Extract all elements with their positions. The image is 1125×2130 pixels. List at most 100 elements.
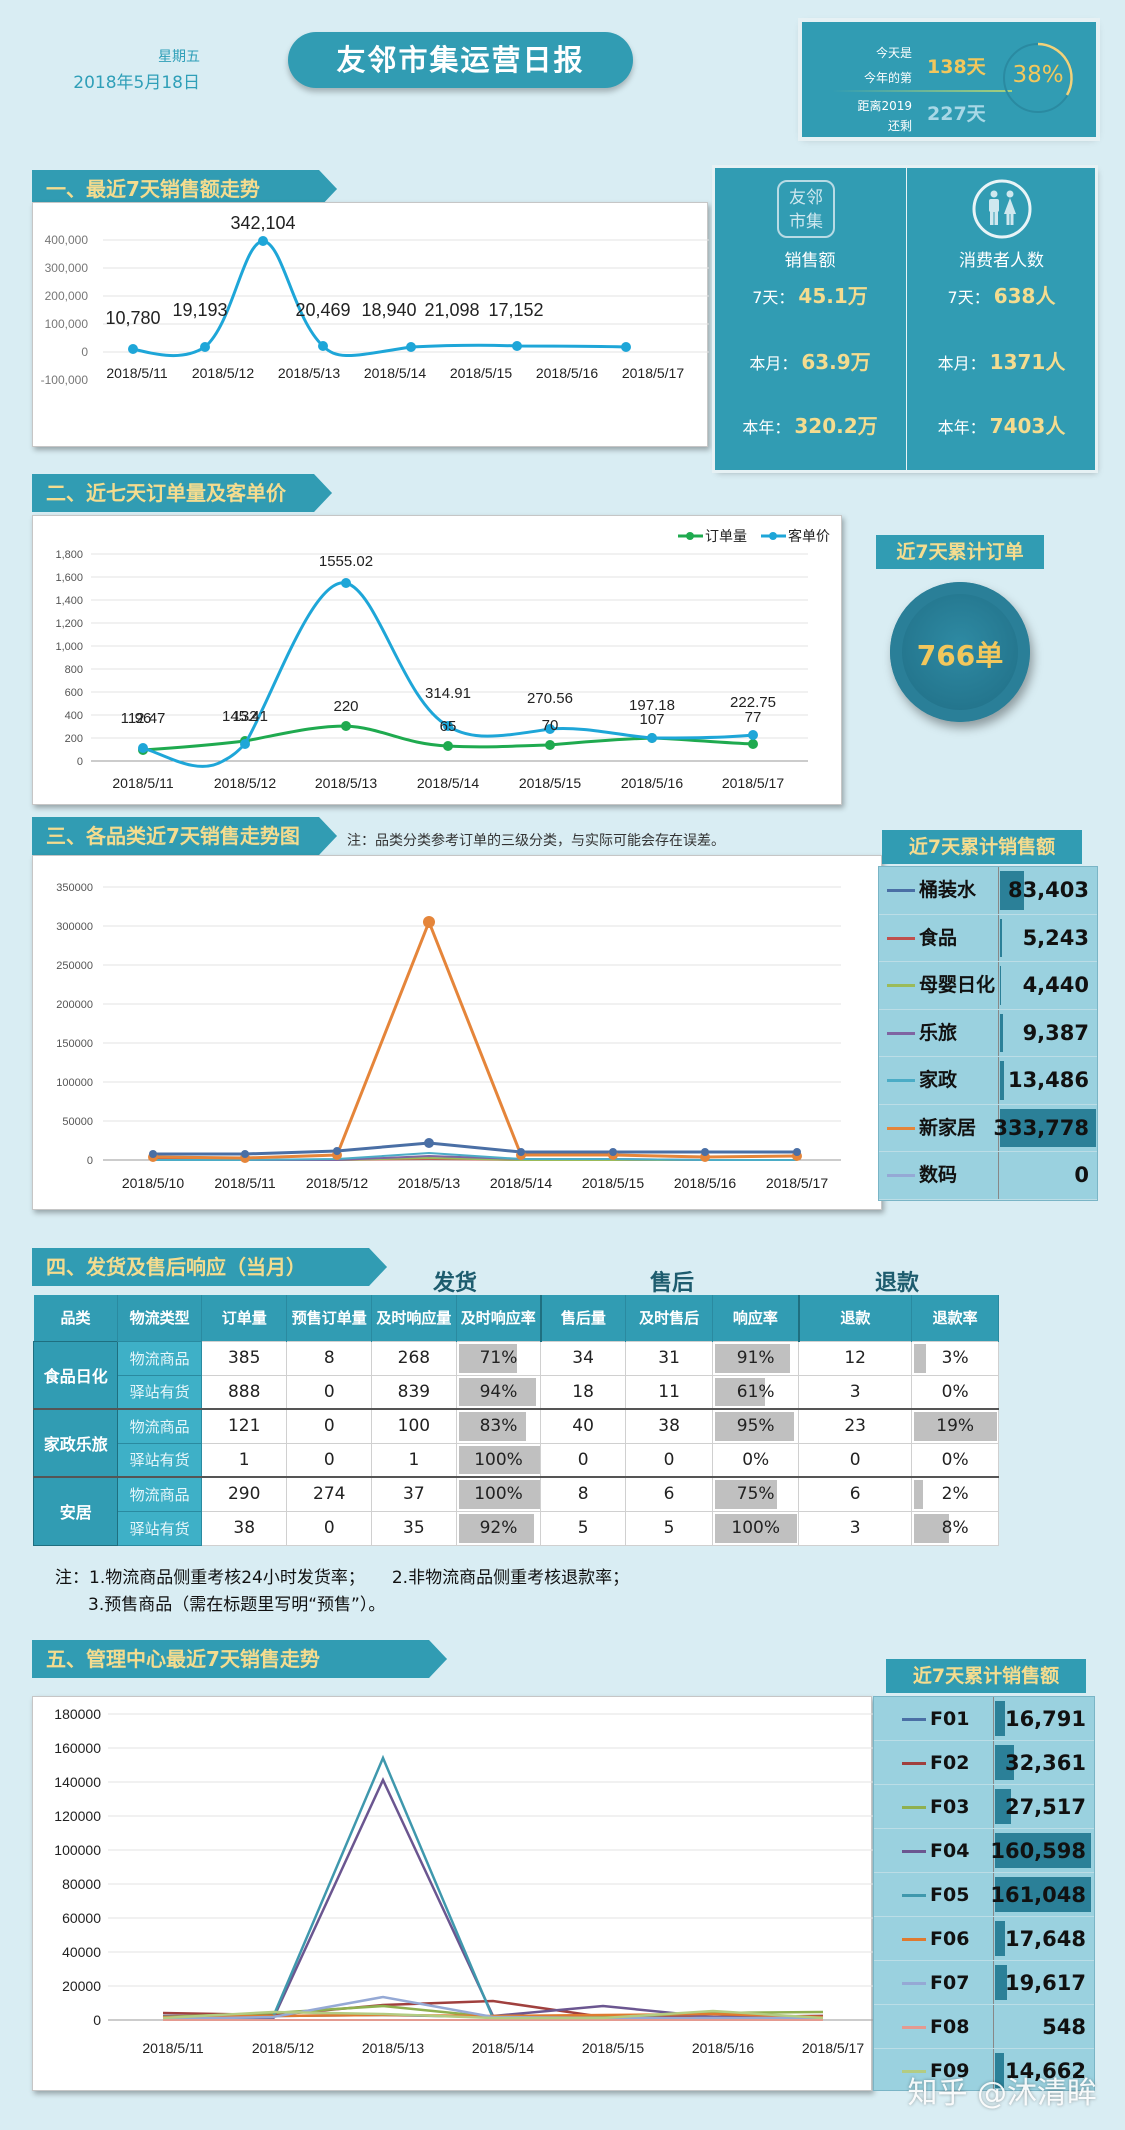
center-row: F01 16,791 (874, 1697, 1094, 1741)
line-swatch-icon (902, 1982, 926, 1985)
svg-text:1,200: 1,200 (55, 618, 83, 630)
kpi-sales-heading: 销售额 (784, 251, 836, 271)
line-swatch-icon (887, 984, 915, 987)
svg-text:18,940: 18,940 (361, 300, 416, 320)
table-row: 驿站有货 888 0 839 94% 18 11 61% 3 0% (34, 1374, 999, 1410)
kpi-consumers-month: 本月： 1371人 (937, 350, 1066, 374)
svg-text:160000: 160000 (54, 1740, 101, 1756)
svg-text:-100,000: -100,000 (41, 373, 89, 387)
svg-text:2018/5/12: 2018/5/12 (192, 365, 254, 381)
svg-text:10,780: 10,780 (105, 308, 160, 328)
kpi-sales-year: 本年： 320.2万 (742, 414, 878, 438)
kpi-panel: 友邻 市集 销售额 7天： 45.1万 本月： 63.9万 本年： 320.2万 消费者… (715, 168, 1095, 470)
svg-text:17,152: 17,152 (488, 300, 543, 320)
svg-text:200,000: 200,000 (45, 289, 89, 303)
svg-text:2018/5/15: 2018/5/15 (582, 1175, 644, 1191)
svg-text:200: 200 (65, 733, 83, 745)
svg-text:2018/5/16: 2018/5/16 (674, 1175, 736, 1191)
svg-text:2018/5/11: 2018/5/11 (142, 2040, 203, 2056)
section4-title: 四、发货及售后响应（当月） (32, 1248, 387, 1286)
svg-text:100,000: 100,000 (45, 317, 89, 331)
category-totals-title: 近7天累计销售额 (882, 830, 1082, 864)
svg-text:145.41: 145.41 (222, 708, 268, 725)
center-trend-chart: 180000 160000 140000 120000 100000 80000 60000… (32, 1696, 873, 2091)
svg-text:140000: 140000 (54, 1774, 101, 1790)
year-percent: 38% (1012, 62, 1064, 88)
svg-text:342,104: 342,104 (230, 213, 295, 233)
svg-text:65: 65 (440, 718, 457, 735)
svg-text:2018/5/11: 2018/5/11 (112, 775, 173, 791)
kpi-consumers-year: 本年： 7403人 (937, 414, 1066, 438)
svg-text:2018/5/14: 2018/5/14 (472, 2040, 534, 2056)
center-row: F04 160,598 (874, 1829, 1094, 1873)
center-row: F05 161,048 (874, 1873, 1094, 1917)
category-row: 桶装水 83,403 (879, 867, 1097, 915)
svg-text:2018/5/13: 2018/5/13 (362, 2040, 424, 2056)
line-swatch-icon (887, 1174, 915, 1177)
center-row: F03 27,517 (874, 1785, 1094, 1829)
line-swatch-icon (887, 936, 915, 940)
svg-text:600: 600 (65, 687, 83, 699)
line-swatch-icon (902, 2070, 926, 2073)
orders-aov-line-chart: 订单量 客单价 1,800 1,600 1,400 1,200 1,000 800 600 4… (55, 528, 830, 791)
svg-text:2018/5/15: 2018/5/15 (582, 2040, 644, 2056)
svg-text:20000: 20000 (62, 1978, 101, 1994)
svg-text:2018/5/14: 2018/5/14 (417, 775, 479, 791)
line-swatch-icon (887, 1031, 915, 1035)
line-swatch-icon (902, 1938, 926, 1941)
label-today: 今天是 (875, 46, 912, 60)
svg-text:70: 70 (542, 717, 559, 734)
svg-text:400,000: 400,000 (45, 233, 89, 247)
center-line-chart: 180000 160000 140000 120000 100000 80000 60000… (54, 1706, 873, 2056)
svg-text:0: 0 (81, 345, 88, 359)
svg-text:2018/5/16: 2018/5/16 (692, 2040, 754, 2056)
svg-text:20,469: 20,469 (295, 300, 350, 320)
kpi-sales-month: 本月： 63.9万 (749, 350, 871, 374)
category-totals-table: 桶装水 83,403 食品 5,243 母婴日化 4,440 乐旅 9,387 家政 13… (878, 866, 1098, 1201)
section2-title: 二、近七天订单量及客单价 (32, 474, 332, 512)
line-swatch-icon (887, 1126, 915, 1130)
weekday-label: 星期五 (158, 49, 200, 65)
page-title: 友邻市集运营日报 (288, 32, 633, 88)
line-swatch-icon (902, 1850, 926, 1853)
group-refund: 退款 (875, 1271, 920, 1296)
svg-text:300,000: 300,000 (45, 261, 89, 275)
center-row: F08 548 (874, 2005, 1094, 2049)
svg-text:2018/5/10: 2018/5/10 (122, 1175, 184, 1191)
label-day-of-year: 今年的第 (863, 71, 912, 85)
category-row: 家政 13,486 (879, 1057, 1097, 1105)
center-row: F02 32,361 (874, 1741, 1094, 1785)
line-swatch-icon (902, 2026, 926, 2029)
day-of-year-value: 138天 (927, 56, 986, 78)
svg-text:2018/5/12: 2018/5/12 (306, 1175, 368, 1191)
svg-text:0: 0 (87, 1155, 93, 1167)
svg-text:314.91: 314.91 (425, 685, 471, 702)
svg-text:2018/5/14: 2018/5/14 (364, 365, 426, 381)
svg-text:2018/5/13: 2018/5/13 (278, 365, 340, 381)
svg-text:2018/5/16: 2018/5/16 (621, 775, 683, 791)
kpi-consumers-heading: 消费者人数 (959, 251, 1044, 271)
center-row: F09 14,662 (874, 2049, 1094, 2090)
svg-text:222.75: 222.75 (730, 694, 776, 711)
svg-text:120000: 120000 (54, 1808, 101, 1824)
svg-text:2018/5/16: 2018/5/16 (536, 365, 598, 381)
sales-trend-chart: 400,000 300,000 200,000 100,000 0 -100,0… (32, 202, 709, 447)
svg-text:2018/5/15: 2018/5/15 (450, 365, 512, 381)
svg-text:1,000: 1,000 (55, 641, 83, 653)
svg-text:0: 0 (77, 756, 83, 768)
total-orders-title: 近7天累计订单 (876, 535, 1044, 569)
svg-text:220: 220 (333, 698, 358, 715)
kpi-sales-7d: 7天： 45.1万 (752, 284, 868, 308)
line-swatch-icon (902, 1806, 926, 1809)
svg-text:112.47: 112.47 (121, 710, 166, 727)
line-swatch-icon (902, 1718, 926, 1721)
sales-line-chart: 400,000 300,000 200,000 100,000 0 -100,0… (41, 213, 709, 387)
orders-aov-chart: 订单量 客单价 1,800 1,600 1,400 1,200 1,000 800 600 4… (32, 515, 842, 805)
center-row: F07 19,617 (874, 1961, 1094, 2005)
svg-text:2018/5/15: 2018/5/15 (519, 775, 581, 791)
svg-text:800: 800 (65, 664, 83, 676)
svg-text:1,600: 1,600 (55, 572, 83, 584)
svg-text:2018/5/12: 2018/5/12 (214, 775, 276, 791)
